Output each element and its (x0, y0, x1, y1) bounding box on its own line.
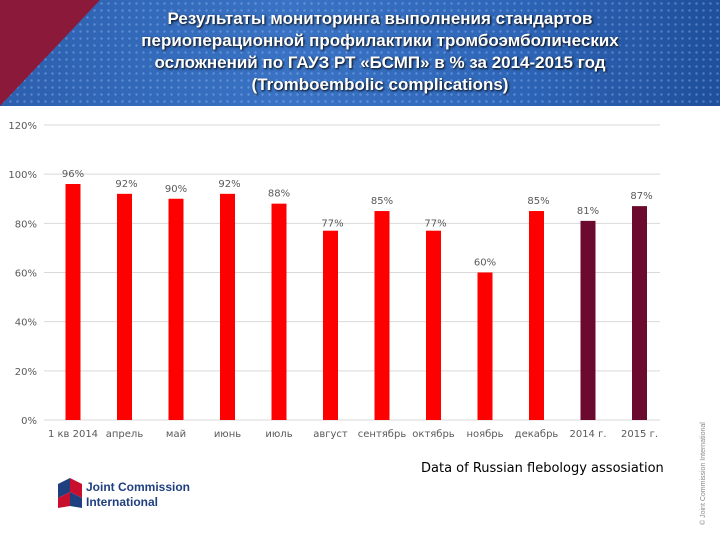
x-tick-label: октябрь (412, 429, 455, 440)
data-label: 77% (424, 219, 446, 230)
data-label: 77% (321, 219, 343, 230)
data-label: 90% (165, 184, 187, 195)
corner-accent (0, 0, 100, 106)
x-tick-label: май (166, 429, 186, 440)
y-tick-label: 100% (8, 170, 37, 181)
x-tick-label: июнь (214, 429, 241, 440)
bar (323, 230, 338, 420)
jci-logo-mark-icon (58, 478, 82, 508)
y-tick-label: 40% (15, 318, 37, 329)
bar (117, 193, 132, 420)
jci-logo-text: Joint Commission International (86, 480, 190, 510)
bar (477, 272, 493, 420)
bar (426, 230, 441, 420)
bar (529, 211, 544, 420)
bar (580, 220, 596, 420)
slide-title: Результаты мониторинга выполнения станда… (141, 9, 619, 94)
data-label: 85% (527, 196, 549, 207)
banner-pattern (0, 0, 720, 106)
x-tick-label: 2014 г. (569, 429, 606, 440)
title-banner (0, 0, 720, 106)
x-tick-label: сентябрь (358, 429, 407, 440)
y-tick-label: 80% (15, 219, 37, 230)
y-tick-label: 20% (15, 367, 37, 378)
data-source-note: Data of Russian flebology assosiation (421, 461, 664, 476)
data-label: 85% (371, 196, 393, 207)
y-tick-label: 0% (21, 416, 37, 427)
x-tick-label: ноябрь (466, 429, 503, 440)
x-tick-label: 1 кв 2014 (48, 429, 98, 440)
bar-chart: 0% 20% 40% 60% 80% 100% 120% 96% 1 кв 2014 92% апр… (8, 121, 660, 440)
logo-line-2: International (86, 495, 159, 509)
x-tick-label: апрель (106, 429, 144, 440)
data-label: 92% (115, 179, 137, 190)
x-tick-label: август (313, 429, 348, 440)
bar (65, 184, 81, 420)
x-tick-label: июль (265, 429, 292, 440)
bar (271, 203, 287, 420)
data-label: 92% (218, 179, 240, 190)
bar (220, 193, 235, 420)
copyright-note: © Joint Commission International (700, 422, 707, 525)
bar (632, 206, 647, 420)
data-label: 81% (577, 206, 599, 217)
x-tick-label: 2015 г. (621, 429, 658, 440)
y-tick-label: 120% (8, 121, 37, 132)
bar (374, 211, 390, 420)
data-label: 60% (474, 258, 496, 269)
bar (168, 198, 184, 420)
x-tick-label: декабрь (515, 429, 559, 440)
data-label: 87% (630, 191, 652, 202)
data-label: 96% (62, 169, 84, 180)
logo-line-1: Joint Commission (86, 480, 191, 494)
data-label: 88% (268, 189, 290, 200)
y-tick-label: 60% (15, 269, 37, 280)
jci-logo: Joint Commission International (58, 478, 228, 522)
